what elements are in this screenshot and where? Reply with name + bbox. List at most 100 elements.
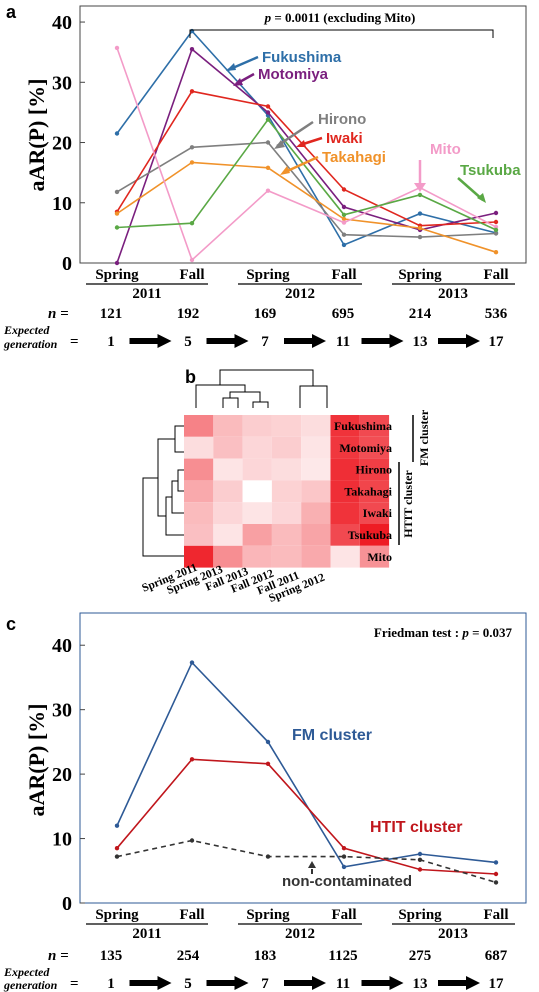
heatmap-row-labels: Fukushima Motomiya Hirono Takahagi Iwaki Tsuk… bbox=[334, 419, 393, 564]
generation-arrow bbox=[284, 976, 326, 990]
a-generation-label: generation bbox=[3, 337, 58, 351]
panel-a-y-label: aAR(P) [%] bbox=[24, 78, 49, 191]
panel-b-heatmap: Fukushima Motomiya Hirono Takahagi Iwaki Tsuk… bbox=[140, 369, 431, 605]
heatmap-cell bbox=[242, 458, 272, 481]
data-point-fukushima bbox=[114, 131, 120, 136]
data-point-fm-cluster bbox=[493, 860, 499, 865]
panel-c-n-row: n = 135 254 183 1125 275 687 bbox=[48, 948, 508, 964]
generation-value: 11 bbox=[336, 976, 350, 992]
data-point-htit-cluster bbox=[189, 757, 195, 762]
heatmap-row-label: Fukushima bbox=[334, 419, 392, 433]
generation-arrow bbox=[284, 334, 326, 348]
a-season-label: Fall bbox=[180, 267, 205, 283]
c-n-value: 135 bbox=[100, 948, 123, 964]
generation-value: 13 bbox=[413, 334, 428, 350]
a-season-label: Spring bbox=[95, 267, 139, 283]
heatmap-cell bbox=[242, 524, 272, 546]
fm-cluster-label: FM cluster bbox=[417, 409, 431, 466]
arrow-head-motomiya bbox=[233, 78, 243, 86]
arrow-head-hirono bbox=[274, 140, 285, 149]
data-point-hirono bbox=[114, 189, 120, 195]
label-non-contaminated: non-contaminated bbox=[282, 873, 412, 890]
data-point-tsukuba bbox=[417, 192, 423, 198]
series-line-htit-cluster bbox=[116, 758, 497, 875]
a-n-value: 214 bbox=[409, 306, 432, 322]
heatmap-cell bbox=[184, 415, 214, 437]
heatmap-cell bbox=[301, 524, 331, 546]
heatmap-cell bbox=[330, 436, 360, 459]
data-point-takahagi bbox=[189, 160, 195, 165]
series-line-takahagi bbox=[116, 161, 497, 253]
data-point-htit-cluster bbox=[417, 867, 423, 872]
generation-value: 5 bbox=[184, 976, 192, 992]
y-tick-label: 10 bbox=[52, 193, 72, 215]
series-line-tsukuba bbox=[116, 118, 497, 231]
heatmap-cell bbox=[213, 502, 243, 524]
panel-a-x-axis: Spring Fall Spring Fall Spring Fall 2011… bbox=[86, 267, 515, 302]
data-point-non-contaminated bbox=[341, 854, 347, 859]
data-point-fm-cluster bbox=[341, 864, 347, 870]
data-point-mito bbox=[189, 257, 195, 263]
c-n-value: 687 bbox=[485, 948, 508, 964]
c-year-label: 2012 bbox=[285, 926, 315, 942]
data-point-hirono bbox=[189, 145, 195, 150]
data-point-takahagi bbox=[265, 165, 271, 170]
heatmap-cell bbox=[271, 436, 302, 459]
c-season-label: Spring bbox=[398, 907, 442, 923]
panel-c-generation-row: Expected generation = 1 5 7 11 13 17 bbox=[3, 965, 504, 992]
data-point-fukushima bbox=[341, 242, 347, 248]
generation-arrow bbox=[206, 334, 249, 348]
heatmap-cell bbox=[359, 458, 390, 481]
heatmap-cell bbox=[184, 545, 214, 568]
generation-arrow bbox=[361, 976, 404, 990]
data-point-takahagi bbox=[341, 216, 347, 222]
heatmap-cell bbox=[184, 524, 214, 546]
heatmap-cell bbox=[359, 436, 390, 459]
a-n-value: 169 bbox=[254, 306, 277, 322]
data-point-mito bbox=[114, 45, 120, 51]
data-point-iwaki bbox=[493, 219, 499, 225]
panel-a-series bbox=[114, 28, 499, 266]
arrow-head-iwaki bbox=[296, 140, 306, 147]
c-season-label: Fall bbox=[484, 907, 509, 923]
heatmap-cell bbox=[184, 458, 214, 481]
heatmap-cell bbox=[330, 545, 360, 568]
panel-b-label: b bbox=[185, 367, 196, 387]
heatmap-cell bbox=[213, 545, 243, 568]
heatmap-cell bbox=[184, 480, 214, 503]
c-season-label: Spring bbox=[246, 907, 290, 923]
heatmap-row-label: Hirono bbox=[356, 463, 392, 477]
a-expected-label: Expected bbox=[3, 323, 50, 337]
data-point-htit-cluster bbox=[114, 846, 120, 851]
data-point-non-contaminated bbox=[265, 854, 271, 859]
arrow-head-non-contaminated bbox=[308, 861, 316, 868]
heatmap-cell bbox=[359, 524, 390, 546]
data-point-non-contaminated bbox=[189, 838, 195, 843]
data-point-fm-cluster bbox=[265, 739, 271, 745]
arrow-hirono bbox=[276, 120, 314, 148]
panel-c-series bbox=[114, 660, 499, 885]
heatmap-cell bbox=[301, 436, 331, 459]
panel-a-n-row: n = 121 192 169 695 214 536 bbox=[48, 306, 508, 322]
generation-arrow bbox=[438, 334, 480, 348]
a-n-value: 536 bbox=[485, 306, 508, 322]
heatmap-cell bbox=[184, 502, 214, 524]
c-season-label: Spring bbox=[95, 907, 139, 923]
panel-a-y-axis: 0 10 20 30 40 bbox=[52, 12, 85, 275]
data-point-tsukuba bbox=[114, 225, 120, 230]
heatmap-cell bbox=[359, 545, 390, 568]
heatmap-cell bbox=[242, 415, 272, 437]
heatmap-cell bbox=[301, 545, 331, 568]
heatmap-cell bbox=[242, 436, 272, 459]
heatmap-cell bbox=[301, 458, 331, 481]
heatmap-cell bbox=[242, 502, 272, 524]
a-n-label: n = bbox=[48, 306, 69, 322]
data-point-motomiya bbox=[341, 204, 347, 210]
data-point-takahagi bbox=[493, 250, 499, 255]
panel-c-x-axis: Spring Fall Spring Fall Spring Fall 2011… bbox=[86, 907, 515, 942]
col-dendro-branch bbox=[252, 401, 269, 408]
heatmap-cell bbox=[330, 480, 360, 503]
panel-a-generation-row: Expected generation = 1 5 7 11 13 17 bbox=[3, 323, 504, 351]
series-line-hirono bbox=[116, 141, 497, 238]
